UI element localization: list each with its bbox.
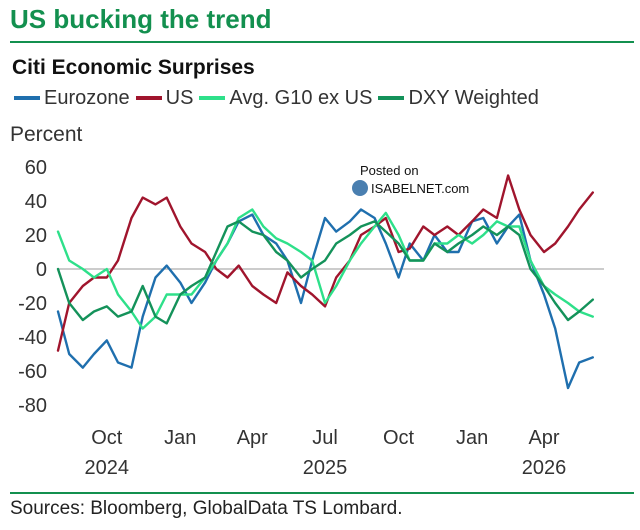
x-tick-label: Oct — [383, 427, 415, 449]
legend-item-us: US — [135, 86, 194, 110]
legend-label-eurozone: Eurozone — [44, 86, 130, 109]
legend-item-g10: Avg. G10 ex US — [199, 87, 372, 110]
x-tick-label: Jul — [312, 427, 338, 449]
legend-item-eurozone: Eurozone — [14, 87, 130, 110]
series-line-3 — [56, 220, 594, 325]
legend-swatch-g10 — [199, 96, 226, 100]
chart-legend: Eurozone US Avg. G10 ex US DXY Weighted — [14, 86, 545, 110]
footer-divider — [10, 492, 634, 494]
chart-title: Citi Economic Surprises — [12, 56, 255, 79]
watermark-site: ISABELNET.com — [371, 181, 470, 196]
y-tick-label: -80 — [18, 395, 47, 417]
legend-label-dxy: DXY Weighted — [408, 86, 539, 109]
chart-plot-area: 60 40 20 0 -20 -40 -60 -80 Oct 2024 Jan Apr Jul 2025 O… — [18, 157, 604, 479]
x-tick-year-label: 2025 — [303, 457, 348, 479]
series-line-0 — [56, 208, 594, 390]
legend-label-us: US — [165, 86, 194, 109]
y-tick-label: -20 — [18, 293, 47, 315]
legend-label-g10: Avg. G10 ex US — [229, 86, 373, 109]
legend-swatch-eurozone — [14, 96, 40, 100]
source-note: Sources: Bloomberg, GlobalData TS Lombar… — [10, 498, 403, 519]
y-tick-label: 60 — [25, 157, 47, 179]
x-tick-year-label: 2024 — [85, 457, 130, 479]
watermark-posted-on: Posted on — [360, 163, 419, 178]
header: US bucking the trend — [0, 0, 640, 44]
isabelnet-logo-icon — [352, 180, 368, 196]
x-tick-label: Jan — [164, 427, 196, 449]
y-tick-label: -40 — [18, 327, 47, 349]
header-divider — [10, 41, 634, 43]
x-tick-label: Oct — [91, 427, 123, 449]
legend-swatch-us — [135, 96, 162, 100]
page-title: US bucking the trend — [10, 4, 272, 34]
watermark: Posted on ISABELNET.com — [352, 163, 492, 203]
legend-item-dxy: DXY Weighted — [378, 86, 539, 110]
y-tick-label: 20 — [25, 225, 47, 247]
series-line-1 — [56, 174, 594, 352]
y-tick-label: 0 — [36, 259, 47, 281]
x-tick-label: Apr — [237, 427, 268, 449]
y-tick-label: -60 — [18, 361, 47, 383]
y-tick-label: 40 — [25, 191, 47, 213]
legend-swatch-dxy — [378, 96, 405, 100]
x-tick-label: Apr — [528, 427, 559, 449]
x-tick-year-label: 2026 — [522, 457, 567, 479]
series-line-2 — [56, 208, 594, 330]
x-tick-label: Jan — [456, 427, 488, 449]
y-axis-label: Percent — [10, 123, 83, 146]
